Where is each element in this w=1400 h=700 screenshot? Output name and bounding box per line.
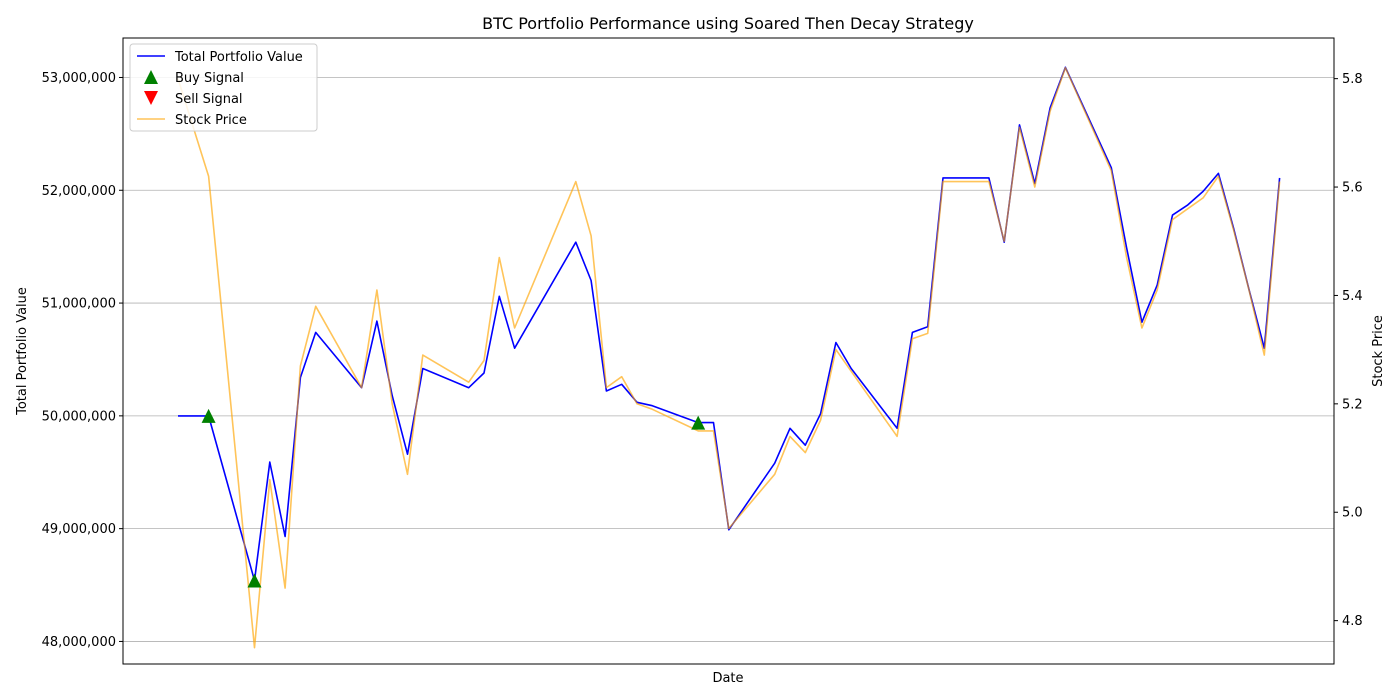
buy-signal-marker	[691, 415, 706, 430]
chart-title: BTC Portfolio Performance using Soared T…	[482, 14, 974, 33]
right-tick-label: 5.8	[1342, 72, 1363, 87]
left-axis-title: Total Portfolio Value	[15, 287, 30, 416]
buy-signal-marker	[247, 573, 262, 588]
right-tick-label: 5.2	[1342, 397, 1363, 412]
right-tick-label: 5.4	[1342, 289, 1363, 304]
right-tick-label: 4.8	[1342, 614, 1363, 629]
legend-box	[129, 43, 318, 132]
legend: Total Portfolio Value Buy Signal Sell Si…	[129, 43, 318, 132]
x-axis-title: Date	[712, 671, 743, 686]
right-tick-label: 5.6	[1342, 181, 1363, 196]
grid	[123, 77, 1334, 642]
buy-signal-marker	[201, 408, 216, 423]
stock-price-line	[177, 67, 1281, 649]
legend-buy-label: Buy Signal	[175, 71, 244, 86]
left-tick-label: 50,000,000	[42, 409, 116, 424]
left-tick-label: 48,000,000	[42, 635, 116, 650]
right-axis: 4.8 5.0 5.2 5.4 5.6 5.8	[1334, 72, 1363, 629]
legend-buy-swatch	[144, 70, 158, 84]
legend-sell-label: Sell Signal	[175, 92, 243, 107]
left-tick-label: 53,000,000	[42, 71, 116, 86]
portfolio-value-line	[178, 66, 1281, 582]
series-layer	[177, 66, 1281, 649]
left-tick-label: 51,000,000	[42, 297, 116, 312]
left-axis: 48,000,000 49,000,000 50,000,000 51,000,000…	[42, 71, 123, 650]
right-axis-title: Stock Price	[1371, 315, 1386, 387]
legend-price-label: Stock Price	[175, 113, 247, 128]
legend-portfolio-label: Total Portfolio Value	[174, 50, 303, 65]
left-tick-label: 49,000,000	[42, 522, 116, 537]
plot-frame	[122, 37, 1335, 665]
left-tick-label: 52,000,000	[42, 184, 116, 199]
legend-sell-swatch	[144, 91, 158, 105]
right-tick-label: 5.0	[1342, 506, 1363, 521]
